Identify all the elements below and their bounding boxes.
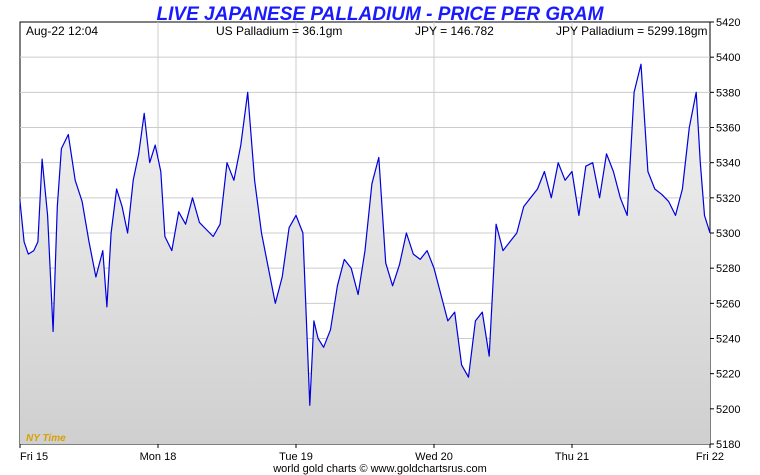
x-tick-label: Fri 15 xyxy=(20,451,48,463)
y-tick-label: 5180 xyxy=(716,439,740,451)
header-timestamp: Aug-22 12:04 xyxy=(26,24,98,38)
y-tick-label: 5300 xyxy=(716,228,740,240)
y-axis: 5180 5200 5220 5240 5260 5280 5300 5320 5340 5360… xyxy=(710,17,740,451)
footer-credit: world gold charts © www.goldchartsrus.co… xyxy=(272,463,487,475)
x-tick-label: Tue 19 xyxy=(279,451,313,463)
x-tick-label: Mon 18 xyxy=(140,451,177,463)
series-line xyxy=(19,63,711,406)
line-series xyxy=(19,63,711,406)
y-tick-label: 5240 xyxy=(716,334,740,346)
y-tick-label: 5260 xyxy=(716,298,740,310)
x-tick-label: Fri 22 xyxy=(696,451,724,463)
chart-title: LIVE JAPANESE PALLADIUM - PRICE PER GRAM xyxy=(157,4,605,25)
header-jpy-rate: JPY = 146.782 xyxy=(415,24,494,38)
y-tick-label: 5420 xyxy=(716,17,740,29)
timezone-label: NY Time xyxy=(26,433,66,444)
y-tick-label: 5360 xyxy=(716,123,740,135)
y-tick-label: 5280 xyxy=(716,263,740,275)
y-tick-label: 5320 xyxy=(716,193,740,205)
y-tick-label: 5200 xyxy=(716,404,740,416)
y-tick-label: 5340 xyxy=(716,158,740,170)
y-tick-label: 5400 xyxy=(716,52,740,64)
header-us-palladium: US Palladium = 36.1gm xyxy=(216,24,342,38)
x-tick-label: Thu 21 xyxy=(555,451,589,463)
y-tick-label: 5220 xyxy=(716,369,740,381)
header-jpy-palladium: JPY Palladium = 5299.18gm xyxy=(556,24,708,38)
x-tick-label: Wed 20 xyxy=(415,451,453,463)
y-tick-label: 5380 xyxy=(716,87,740,99)
x-axis: Fri 15 Mon 18 Tue 19 Wed 20 Thu 21 Fri 22 xyxy=(19,444,724,463)
